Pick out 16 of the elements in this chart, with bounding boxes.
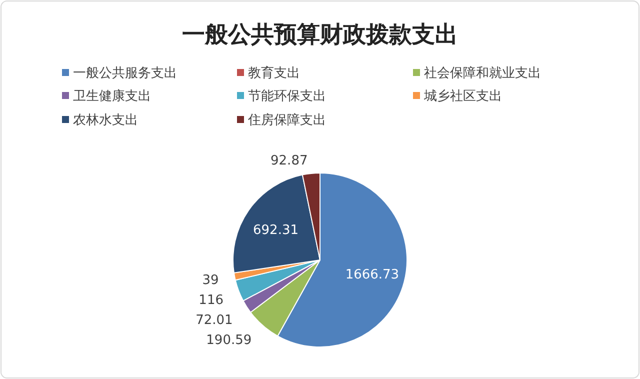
- data-label: 39: [202, 273, 219, 288]
- data-label: 92.87: [270, 154, 308, 169]
- legend-label: 卫生健康支出: [73, 89, 151, 104]
- data-label: 72.01: [196, 313, 233, 328]
- legend-label: 教育支出: [248, 65, 300, 81]
- data-label: 692.31: [253, 223, 299, 238]
- legend-label: 农林水支出: [73, 113, 138, 128]
- legend-label: 住房保障支出: [247, 112, 326, 128]
- data-label: 190.59: [206, 333, 252, 348]
- legend-label: 一般公共服务支出: [73, 66, 177, 81]
- legend-label: 节能环保支出: [248, 89, 326, 104]
- chart-title: 一般公共预算财政拨款支出: [182, 22, 458, 48]
- data-label: 1666.73: [345, 268, 400, 283]
- legend-label: 城乡社区支出: [423, 89, 502, 104]
- legend-label: 社会保障和就业支出: [424, 66, 541, 81]
- data-label: 116: [198, 293, 224, 308]
